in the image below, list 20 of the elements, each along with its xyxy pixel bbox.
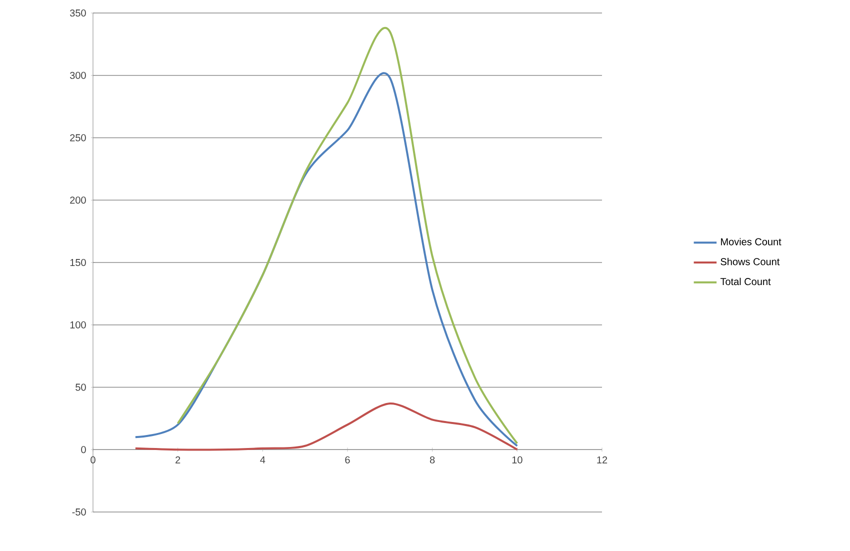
y-tick-label: 350	[70, 9, 86, 17]
line-series	[134, 402, 518, 451]
y-tick-label: 150	[70, 258, 86, 266]
y-tick-label: 250	[70, 134, 86, 142]
x-tick-label: 10	[512, 456, 522, 464]
x-tick-label: 0	[90, 456, 96, 464]
y-tick-label: 100	[70, 321, 86, 328]
x-tick-label: 6	[345, 456, 350, 464]
y-tick-label: 200	[70, 196, 86, 204]
legend-label: Total Count	[720, 278, 771, 286]
x-tick-label: 4	[260, 456, 266, 464]
x-tick-label: 2	[176, 456, 180, 464]
y-tick-label: 300	[70, 72, 86, 79]
legend-label: Shows Count	[720, 258, 780, 266]
x-tick-label: 12	[597, 456, 608, 464]
y-tick-label: -50	[72, 508, 86, 516]
legend-label: Movies Count	[721, 238, 782, 246]
y-tick-label: 0	[81, 446, 86, 454]
y-tick-label: 50	[76, 384, 86, 391]
x-tick-label: 8	[430, 456, 435, 464]
